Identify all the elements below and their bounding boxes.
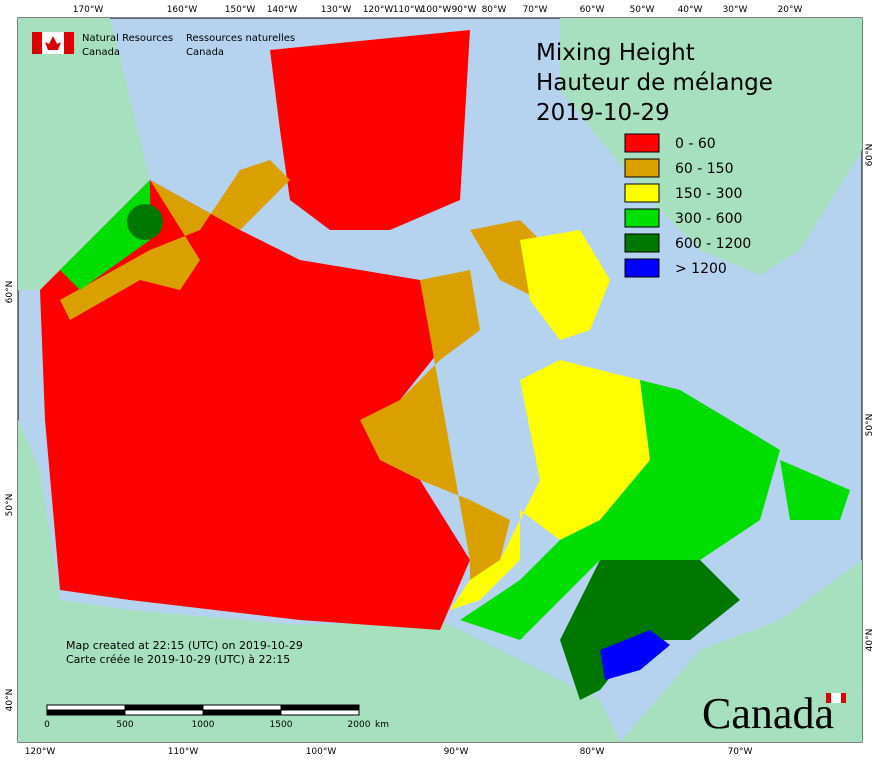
latitude-label: 60°N: [5, 281, 15, 304]
scale-label: 1000: [192, 720, 215, 730]
agency-fr: Ressources naturelles: [186, 33, 295, 44]
scale-unit: km: [375, 720, 389, 730]
legend-label: 150 - 300: [675, 186, 742, 202]
agency-fr: Canada: [186, 47, 224, 58]
scale-segment: [46, 709, 126, 716]
longitude-label: 140°W: [267, 5, 298, 15]
scale-segment: [280, 709, 360, 716]
longitude-label: 90°W: [452, 5, 477, 15]
longitude-label: 150°W: [225, 5, 256, 15]
legend-swatch: [624, 208, 660, 228]
map-land: [18, 18, 862, 742]
longitude-label: 100°W: [306, 747, 337, 757]
legend-label: 60 - 150: [675, 161, 734, 177]
longitude-label: 160°W: [167, 5, 198, 15]
scale-segment: [280, 704, 360, 711]
latitude-label: 40°N: [865, 629, 875, 652]
footnote: Carte créée le 2019-10-29 (UTC) à 22:15: [66, 653, 290, 666]
longitude-label: 80°W: [580, 747, 605, 757]
scale-segment: [202, 704, 282, 711]
longitude-label: 110°W: [168, 747, 199, 757]
longitude-label: 110°W: [393, 5, 424, 15]
agency-en: Natural Resources: [82, 33, 173, 44]
longitude-label: 120°W: [25, 747, 56, 757]
legend-label: 300 - 600: [675, 211, 742, 227]
latitude-label: 50°N: [865, 414, 875, 437]
longitude-label: 50°W: [630, 5, 655, 15]
legend-label: 0 - 60: [675, 136, 716, 152]
map-title: Mixing Height: [536, 40, 695, 66]
scale-label: 1500: [270, 720, 293, 730]
legend-label: > 1200: [675, 261, 727, 277]
longitude-label: 20°W: [778, 5, 803, 15]
scale-label: 0: [44, 720, 50, 730]
longitude-label: 30°W: [723, 5, 748, 15]
legend-swatch: [624, 158, 660, 178]
footnote: Map created at 22:15 (UTC) on 2019-10-29: [66, 639, 303, 652]
latitude-label: 50°N: [5, 494, 15, 517]
scale-segment: [124, 704, 204, 711]
longitude-label: 90°W: [444, 747, 469, 757]
legend-swatch: [624, 133, 660, 153]
longitude-label: 80°W: [482, 5, 507, 15]
legend-label: 600 - 1200: [675, 236, 751, 252]
scale-segment: [202, 709, 282, 716]
longitude-label: 70°W: [728, 747, 753, 757]
latitude-label: 40°N: [5, 689, 15, 712]
natural-resources-flag: [32, 32, 74, 54]
longitude-label: 40°W: [678, 5, 703, 15]
legend-swatch: [624, 183, 660, 203]
latitude-label: 60°N: [865, 144, 875, 167]
canada-wordmark: Canada: [702, 689, 834, 738]
longitude-label: 120°W: [363, 5, 394, 15]
scale-label: 2000: [348, 720, 371, 730]
wordmark-flag: [826, 693, 846, 703]
legend-swatch: [624, 258, 660, 278]
longitude-label: 60°W: [580, 5, 605, 15]
longitude-label: 100°W: [421, 5, 452, 15]
scale-label: 500: [116, 720, 133, 730]
map-title: Hauteur de mélange: [536, 70, 773, 96]
agency-en: Canada: [82, 47, 120, 58]
scale-segment: [124, 709, 204, 716]
longitude-label: 170°W: [73, 5, 104, 15]
longitude-label: 70°W: [523, 5, 548, 15]
longitude-label: 130°W: [321, 5, 352, 15]
legend-swatch: [624, 233, 660, 253]
scale-segment: [46, 704, 126, 711]
map-title: 2019-10-29: [536, 100, 670, 126]
